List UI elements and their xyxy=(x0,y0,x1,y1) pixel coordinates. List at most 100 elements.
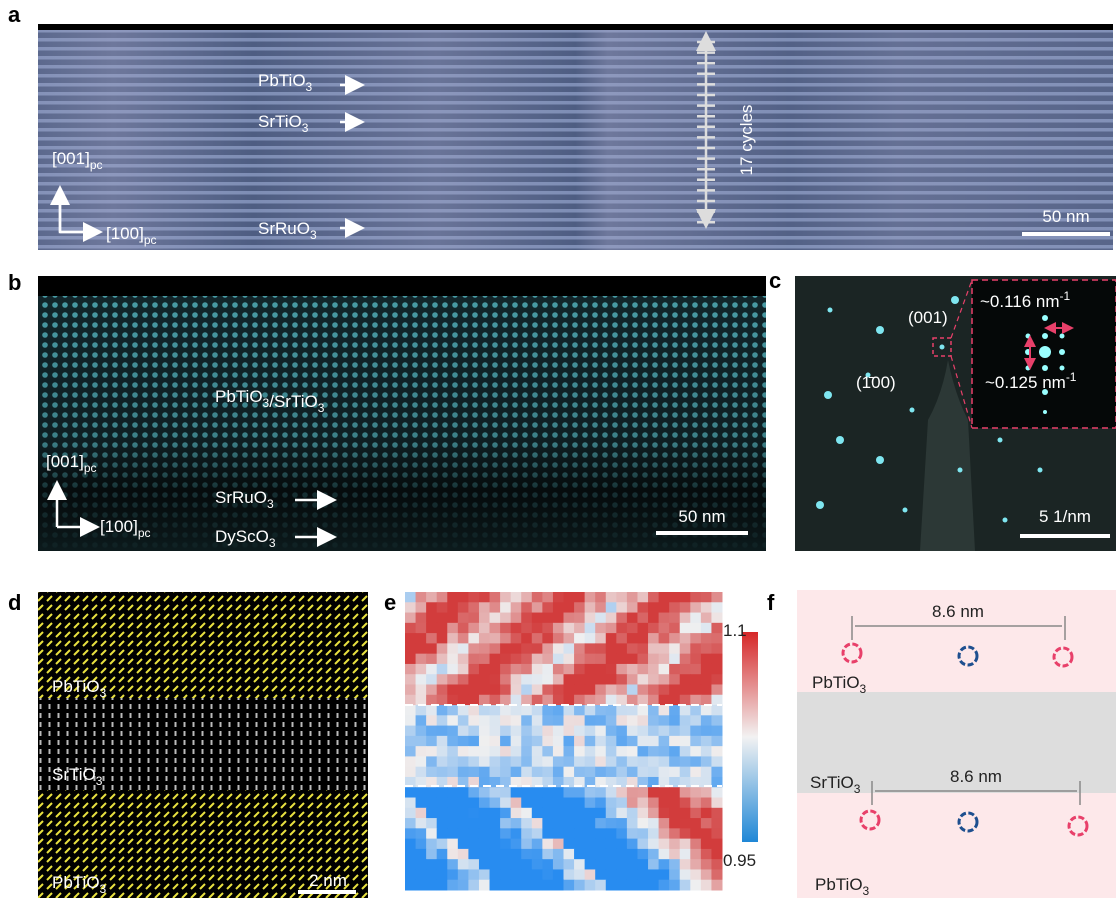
heat-cell xyxy=(521,880,532,891)
heat-cell xyxy=(479,756,490,767)
heat-cell xyxy=(511,726,522,737)
heat-cell xyxy=(426,767,437,778)
heat-cell xyxy=(627,798,638,809)
heat-cell xyxy=(447,684,458,695)
heat-cell xyxy=(680,633,691,644)
heat-cell xyxy=(606,767,617,778)
heat-cell xyxy=(468,602,479,613)
heat-cell xyxy=(574,592,585,603)
heat-cell xyxy=(690,828,701,839)
heat-cell xyxy=(511,623,522,634)
heat-cell xyxy=(701,818,712,829)
heat-cell xyxy=(606,602,617,613)
heat-cell xyxy=(479,695,490,706)
heat-cell xyxy=(616,746,627,757)
heat-cell xyxy=(595,849,606,860)
heat-cell xyxy=(659,643,670,654)
heat-cell xyxy=(521,849,532,860)
subscript: 3 xyxy=(854,782,861,796)
heat-cell xyxy=(616,839,627,850)
heat-cell xyxy=(437,849,448,860)
spot xyxy=(951,296,959,304)
heat-cell xyxy=(606,684,617,695)
heat-cell xyxy=(553,808,564,819)
heat-cell xyxy=(680,613,691,624)
heat-cell xyxy=(637,674,648,685)
scale-bar xyxy=(1020,534,1110,538)
heat-cell xyxy=(490,633,501,644)
heat-cell xyxy=(490,623,501,634)
heat-cell xyxy=(553,880,564,891)
heat-cell xyxy=(479,643,490,654)
heat-cell xyxy=(479,839,490,850)
heat-cell xyxy=(701,623,712,634)
heat-cell xyxy=(416,623,427,634)
heat-cell xyxy=(690,767,701,778)
heat-cell xyxy=(595,798,606,809)
heat-cell xyxy=(648,736,659,747)
heat-cell xyxy=(637,839,648,850)
label-text: SrTiO xyxy=(810,773,854,792)
heat-cell xyxy=(521,808,532,819)
heat-cell xyxy=(437,623,448,634)
heat-cell xyxy=(648,818,659,829)
heat-cell xyxy=(416,633,427,644)
heat-cell xyxy=(627,623,638,634)
heat-cell xyxy=(648,705,659,716)
heat-cell xyxy=(564,684,575,695)
superscript: -1 xyxy=(1060,289,1071,303)
heat-cell xyxy=(447,726,458,737)
heat-cell xyxy=(637,684,648,695)
heat-cell xyxy=(416,869,427,880)
heat-cell xyxy=(479,849,490,860)
heat-cell xyxy=(437,746,448,757)
heat-cell xyxy=(637,756,648,767)
heat-cell xyxy=(585,767,596,778)
heat-cell xyxy=(680,839,691,850)
heat-cell xyxy=(574,736,585,747)
heat-cell xyxy=(648,787,659,798)
heat-cell xyxy=(553,736,564,747)
heat-cell xyxy=(648,613,659,624)
heat-cell xyxy=(669,602,680,613)
heat-cell xyxy=(468,839,479,850)
heat-cell xyxy=(595,623,606,634)
heat-cell xyxy=(669,592,680,603)
heat-cell xyxy=(648,746,659,757)
heat-cell xyxy=(500,869,511,880)
heat-cell xyxy=(648,849,659,860)
heat-cell xyxy=(458,623,469,634)
heat-cell xyxy=(669,849,680,860)
heat-cell xyxy=(637,715,648,726)
heat-cell xyxy=(416,880,427,891)
colorbar xyxy=(742,632,758,842)
heat-cell xyxy=(500,674,511,685)
heat-cell xyxy=(680,859,691,870)
heat-cell xyxy=(500,695,511,706)
heat-cell xyxy=(701,602,712,613)
heat-cell xyxy=(447,654,458,665)
heat-cell xyxy=(458,602,469,613)
colorbar-label: 0.95 xyxy=(723,851,756,870)
heat-cell xyxy=(564,756,575,767)
heat-cell xyxy=(553,715,564,726)
heat-cell xyxy=(648,715,659,726)
heat-cell xyxy=(553,828,564,839)
heat-cell xyxy=(458,736,469,747)
heat-cell xyxy=(595,767,606,778)
heat-cell xyxy=(542,767,553,778)
heat-cell xyxy=(468,746,479,757)
heat-cell xyxy=(595,808,606,819)
heat-cell xyxy=(585,695,596,706)
heat-cell xyxy=(426,808,437,819)
label-text: PbTiO xyxy=(258,71,306,90)
heat-cell xyxy=(479,828,490,839)
heat-cell xyxy=(405,839,416,850)
heat-cell xyxy=(447,849,458,860)
heat-cell xyxy=(669,674,680,685)
heat-cell xyxy=(627,859,638,870)
subscript: 3 xyxy=(306,80,313,94)
heat-cell xyxy=(616,623,627,634)
heat-cell xyxy=(711,592,722,603)
heat-cell xyxy=(416,746,427,757)
